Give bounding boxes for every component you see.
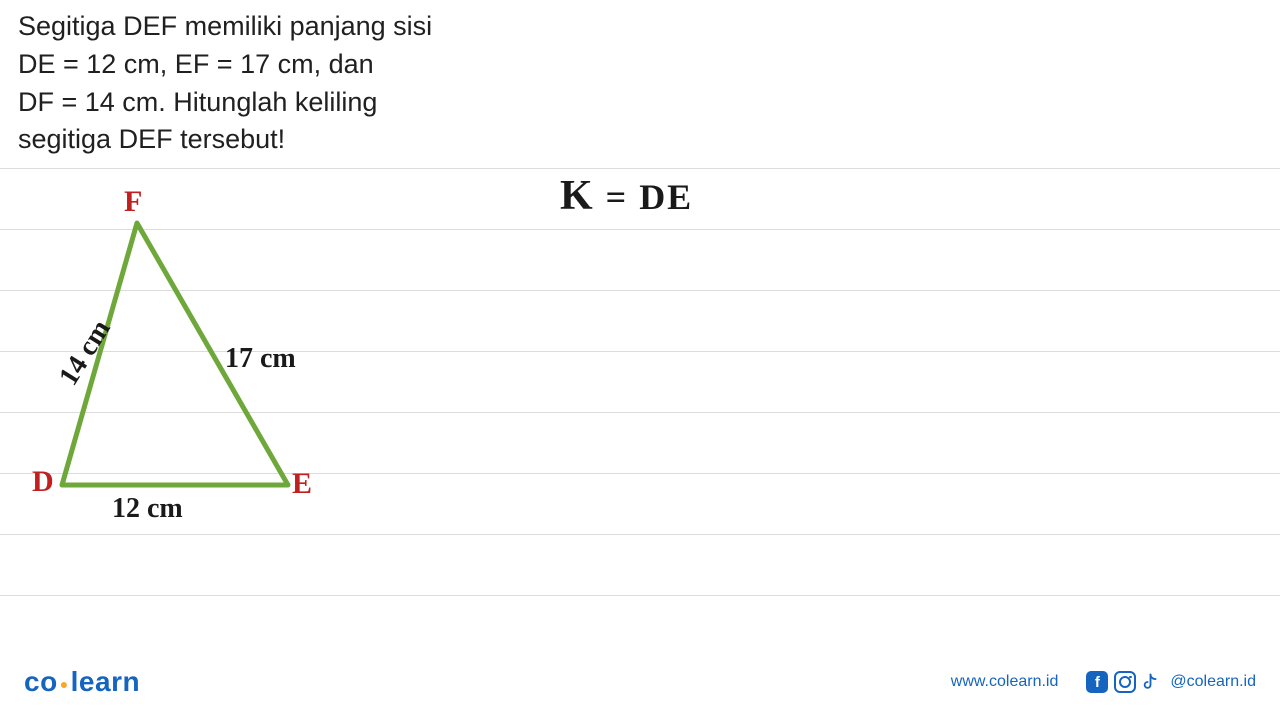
side-ef-label: 17 cm (225, 343, 296, 375)
footer-bar: co●learn www.colearn.id f @colearn.id (0, 662, 1280, 702)
problem-line-2: DE = 12 cm, EF = 17 cm, dan (18, 46, 432, 84)
problem-line-1: Segitiga DEF memiliki panjang sisi (18, 8, 432, 46)
problem-line-3: DF = 14 cm. Hitunglah keliling (18, 84, 432, 122)
vertex-d-label: D (32, 465, 54, 499)
website-url: www.colearn.id (951, 673, 1059, 691)
rule-line (0, 168, 1280, 169)
triangle-diagram: F D E 14 cm 17 cm 12 cm (30, 195, 330, 525)
vertex-e-label: E (292, 467, 312, 501)
equation-k: K (560, 173, 595, 219)
rule-line (0, 534, 1280, 535)
equation-equals: = (595, 177, 640, 217)
brand-logo: co●learn (24, 666, 140, 698)
instagram-icon (1114, 671, 1136, 693)
logo-dot-icon: ● (60, 676, 69, 692)
equation-handwriting: K = DE (560, 172, 693, 220)
tiktok-icon (1142, 671, 1164, 693)
logo-learn: learn (71, 666, 140, 697)
footer-right: www.colearn.id f @colearn.id (951, 671, 1256, 693)
problem-line-4: segitiga DEF tersebut! (18, 121, 432, 159)
side-de-label: 12 cm (112, 493, 183, 525)
rule-line (0, 595, 1280, 596)
facebook-icon: f (1086, 671, 1108, 693)
vertex-f-label: F (124, 185, 142, 219)
social-handle: @colearn.id (1170, 673, 1256, 691)
equation-rhs: DE (639, 177, 693, 217)
problem-statement: Segitiga DEF memiliki panjang sisi DE = … (18, 8, 432, 159)
social-block: f @colearn.id (1086, 671, 1256, 693)
logo-co: co (24, 666, 58, 697)
